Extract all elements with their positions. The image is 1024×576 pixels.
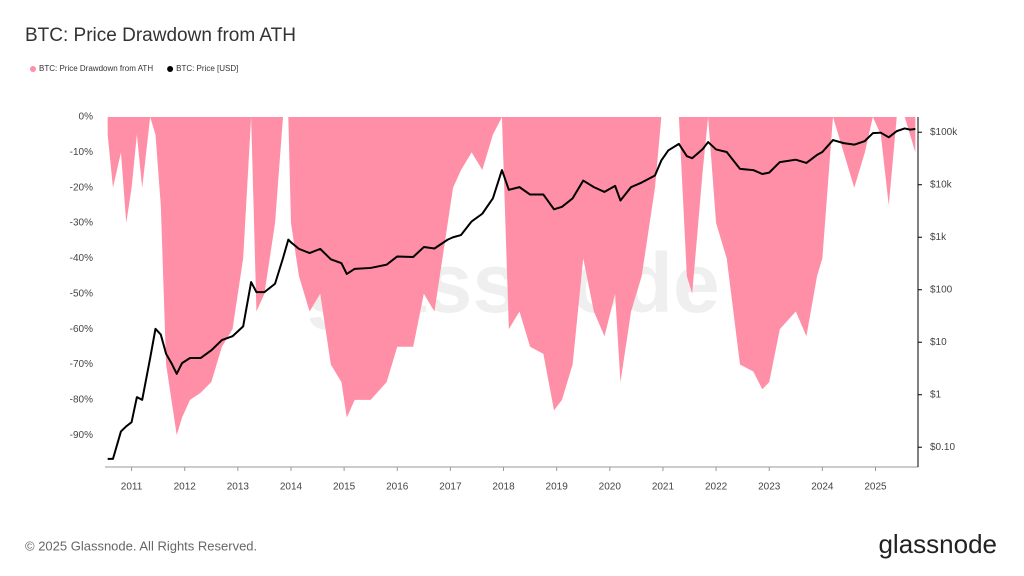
- legend-label: BTC: Price [USD]: [176, 64, 238, 73]
- x-tick-label: 2023: [758, 482, 781, 493]
- y2-tick-label: $100: [930, 284, 953, 295]
- y-tick-label: -50%: [70, 288, 93, 299]
- y-tick-label: -60%: [70, 324, 93, 335]
- x-tick-label: 2011: [121, 482, 143, 493]
- chart-title: BTC: Price Drawdown from ATH: [25, 25, 296, 46]
- drawdown-area: [107, 117, 916, 436]
- x-tick-label: 2015: [333, 482, 356, 493]
- y-tick-label: -90%: [70, 430, 93, 441]
- x-tick-label: 2017: [439, 482, 462, 493]
- y2-tick-label: $10: [930, 337, 947, 348]
- x-tick-label: 2022: [705, 482, 728, 493]
- legend-marker: [167, 66, 174, 72]
- x-tick-label: 2019: [546, 482, 569, 493]
- x-tick-label: 2021: [652, 482, 675, 493]
- x-tick-label: 2013: [227, 482, 250, 493]
- x-tick-label: 2014: [280, 482, 303, 493]
- y-tick-label: -40%: [70, 253, 93, 264]
- y-tick-label: -30%: [70, 218, 93, 229]
- legend-label: BTC: Price Drawdown from ATH: [39, 64, 153, 73]
- y2-tick-label: $10k: [930, 179, 953, 190]
- y-tick-label: -20%: [70, 182, 93, 193]
- copyright: © 2025 Glassnode. All Rights Reserved.: [25, 538, 257, 553]
- x-tick-label: 2012: [174, 482, 197, 493]
- y-tick-label: 0%: [79, 112, 94, 123]
- y-tick-label: -10%: [70, 147, 93, 158]
- x-tick-label: 2024: [811, 482, 834, 493]
- y2-tick-label: $0.10: [930, 442, 955, 453]
- y2-tick-label: $1k: [930, 232, 947, 243]
- y2-tick-label: $1: [930, 389, 942, 400]
- x-tick-label: 2020: [599, 482, 622, 493]
- legend-marker: [30, 66, 36, 72]
- x-tick-label: 2025: [864, 482, 887, 493]
- y2-tick-label: $100k: [930, 127, 958, 138]
- x-tick-label: 2018: [492, 482, 515, 493]
- price-line: [107, 127, 916, 460]
- logo: glassnode: [878, 529, 997, 559]
- y-tick-label: -70%: [70, 359, 93, 370]
- y-tick-label: -80%: [70, 394, 93, 405]
- x-tick-label: 2016: [386, 482, 409, 493]
